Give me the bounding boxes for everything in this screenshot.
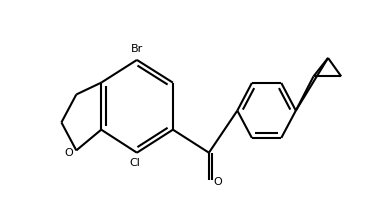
Text: Br: Br [131,44,143,54]
Text: Cl: Cl [129,158,141,168]
Text: O: O [64,148,73,158]
Text: O: O [213,177,222,187]
